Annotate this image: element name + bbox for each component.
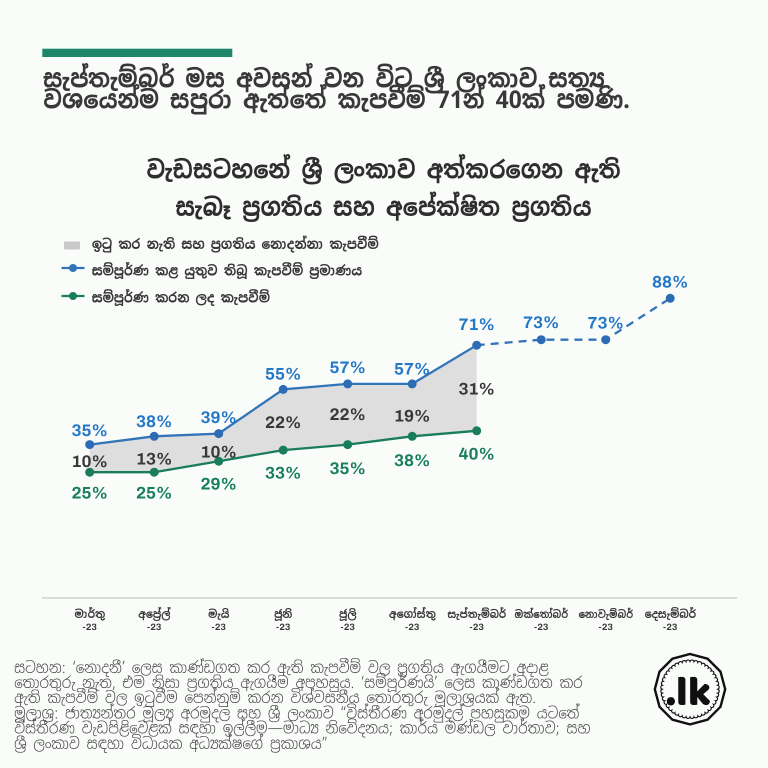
svg-text:-23: -23 — [599, 622, 614, 632]
svg-text:29%: 29% — [201, 474, 237, 493]
svg-text:-23: -23 — [147, 622, 162, 632]
svg-text:-23: -23 — [534, 622, 549, 632]
svg-text:දෙසැම්බර්: දෙසැම්බර් — [644, 607, 696, 622]
svg-text:57%: 57% — [330, 358, 366, 377]
svg-text:39%: 39% — [201, 408, 237, 427]
svg-text:සම්පූර්ණ කළ යුතුව තිබූ කැපවීම්: සම්පූර්ණ කළ යුතුව තිබූ කැපවීම් ප්‍රමාණය — [92, 260, 363, 279]
svg-text:ජූනි: ජූනි — [274, 608, 293, 622]
svg-text:ඉටු කර නැති සහ ප්‍රගතිය නොදන්න: ඉටු කර නැති සහ ප්‍රගතිය නොදන්නා කැපවීම් — [92, 234, 379, 253]
svg-text:අගෝස්තු: අගෝස්තු — [389, 607, 437, 622]
svg-text:10%: 10% — [72, 452, 108, 471]
svg-text:71%: 71% — [459, 315, 495, 334]
svg-text:සැබෑ ප්‍රගතිය සහ අපේක්ෂිත ප්‍ර: සැබෑ ප්‍රගතිය සහ අපේක්ෂිත ප්‍රගතිය — [176, 192, 592, 224]
svg-text:-23: -23 — [212, 622, 227, 632]
svg-text:සටහන: ‘නොදනී’ ලෙස කාණ්ඩගත කර ඇ: සටහන: ‘නොදනී’ ලෙස කාණ්ඩගත කර ඇති කැපවීම්… — [14, 658, 548, 678]
svg-text:-23: -23 — [470, 622, 485, 632]
svg-text:විස්තීරණ වැඩපිළිවෙළක් සඳහා ඉල්: විස්තීරණ වැඩපිළිවෙළක් සඳහා ඉල්ලීම—මාධ්‍ය… — [14, 719, 590, 739]
svg-text:35%: 35% — [330, 459, 366, 478]
svg-text:ශ්‍රී ලංකාව සඳහා විධායක අධ්‍යක: ශ්‍රී ලංකාව සඳහා විධායක අධ්‍යක්ෂගේ ප්‍රක… — [14, 734, 327, 754]
svg-text:33%: 33% — [265, 464, 301, 483]
svg-text:22%: 22% — [330, 405, 366, 424]
svg-text:57%: 57% — [394, 360, 430, 379]
svg-text:සම්පූර්ණ කරන ලද කැපවීම්: සම්පූර්ණ කරන ලද කැපවීම් — [92, 288, 270, 307]
svg-text:25%: 25% — [136, 484, 172, 503]
svg-text:මූලාශ්‍ර: ජාත්‍යන්තර මූල්‍ය අර: මූලාශ්‍ර: ජාත්‍යන්තර මූල්‍ය අරමුදල සහ ශ්… — [14, 703, 580, 723]
svg-text:38%: 38% — [136, 412, 172, 431]
svg-text:මාර්තු: මාර්තු — [74, 607, 105, 622]
svg-text:10%: 10% — [201, 443, 237, 462]
svg-text:19%: 19% — [394, 406, 430, 425]
svg-text:-23: -23 — [663, 622, 678, 632]
svg-text:-23: -23 — [276, 622, 291, 632]
svg-text:වැඩසටහනේ ශ්‍රී ලංකාව අත්කරගෙන: වැඩසටහනේ ශ්‍රී ලංකාව අත්කරගෙන ඇති — [146, 154, 621, 186]
svg-text:22%: 22% — [265, 413, 301, 432]
svg-text:ඔක්තෝබර්: ඔක්තෝබර් — [514, 608, 569, 622]
svg-text:තොරතුරු නැත, එම නිසා ප්‍රගතිය: තොරතුරු නැත, එම නිසා ප්‍රගතිය ඇගයීම අපහස… — [14, 673, 583, 693]
svg-text:නොවැම්බර්: නොවැම්බර් — [578, 608, 634, 622]
svg-text:සැප්තැම්බර් මස අවසන් වන විට ශ්: සැප්තැම්බර් මස අවසන් වන විට ශ්‍රී ලංකාව … — [43, 63, 605, 95]
svg-text:38%: 38% — [394, 451, 430, 470]
svg-text:73%: 73% — [588, 314, 624, 333]
svg-text:73%: 73% — [523, 313, 559, 332]
svg-text:40%: 40% — [459, 445, 495, 464]
svg-text:මැයි: මැයි — [208, 608, 231, 622]
svg-text:31%: 31% — [459, 380, 495, 399]
svg-text:අප්‍රේල්: අප්‍රේල් — [138, 607, 171, 622]
svg-text:13%: 13% — [136, 450, 172, 469]
svg-text:-23: -23 — [83, 622, 98, 632]
svg-text:-23: -23 — [405, 622, 420, 632]
svg-text:55%: 55% — [265, 365, 301, 384]
svg-text:25%: 25% — [72, 484, 108, 503]
svg-text:35%: 35% — [72, 421, 108, 440]
svg-text:වශයෙන්ම සපුරා ඇත්තේ කැපවීම් 71: වශයෙන්ම සපුරා ඇත්තේ කැපවීම් 71න් 40ක් පම… — [43, 84, 630, 116]
svg-text:-23: -23 — [341, 622, 356, 632]
svg-text:88%: 88% — [652, 272, 688, 291]
svg-text:ඇති කැපවීම් වල ඉටුවීම පෙන්නුම්: ඇති කැපවීම් වල ඉටුවීම පෙන්නුම් කරන විශ්ව… — [14, 688, 536, 708]
svg-text:ජූලි: ජූලි — [339, 608, 357, 622]
svg-text:සැප්තැම්බර්: සැප්තැම්බර් — [447, 607, 506, 622]
